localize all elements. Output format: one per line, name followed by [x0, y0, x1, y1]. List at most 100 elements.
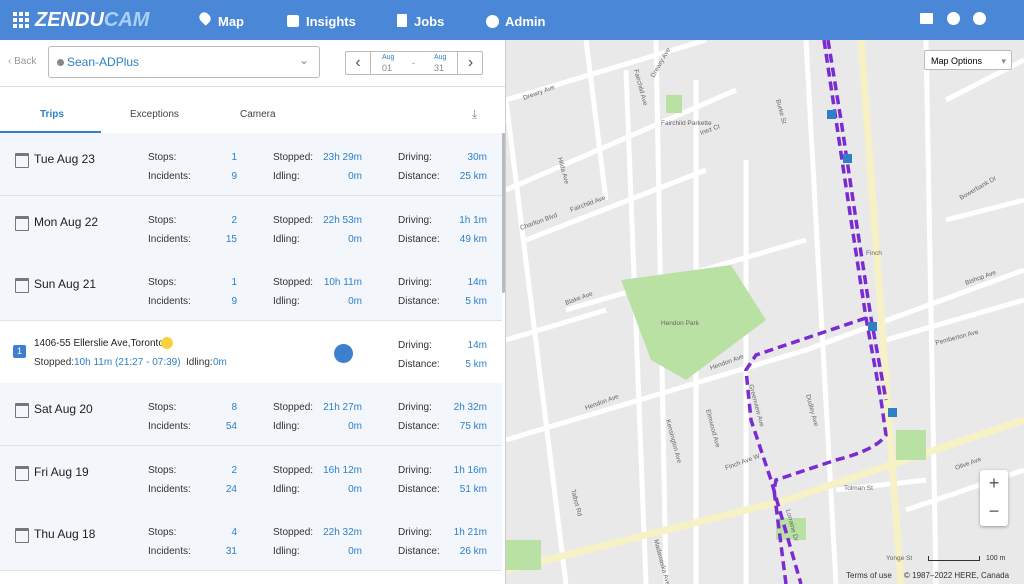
map-label: Finch	[866, 250, 882, 257]
scrollbar	[502, 133, 505, 293]
map-icon	[197, 10, 213, 26]
field-label: Stopped:	[34, 356, 75, 368]
from-month: Aug	[382, 54, 395, 61]
field-value: 14m	[467, 339, 487, 351]
date-range[interactable]: ‹ Aug 01 - Aug 31 ›	[345, 51, 483, 75]
tab[interactable]: Exceptions	[130, 109, 179, 120]
user-icon[interactable]	[973, 12, 986, 25]
field-label: Stops:	[148, 152, 177, 163]
field-value: 0m	[348, 233, 362, 245]
trip-row[interactable]: Fri Aug 19 Stops: 2 Incidents: 24 Stopped: 16h…	[0, 445, 502, 509]
field-label: Idling:	[273, 296, 300, 307]
calendar-icon	[15, 403, 29, 418]
map-label: Tolman St	[844, 485, 873, 492]
nav-item[interactable]: Map	[218, 14, 244, 29]
logo-main: ZENDU	[35, 9, 104, 31]
trip-date: Fri Aug 19	[34, 464, 89, 479]
field-label: Distance:	[398, 296, 440, 307]
stop-markers	[827, 110, 897, 417]
logo: ZENDUCAM	[35, 9, 149, 32]
field-label: Incidents:	[148, 233, 191, 245]
zoom-in[interactable]: +	[988, 473, 1000, 493]
nav-item[interactable]: Insights	[306, 14, 356, 29]
prev-button[interactable]: ‹	[346, 52, 371, 74]
calendar-icon	[15, 215, 29, 231]
field-label: Stops:	[148, 214, 177, 226]
field-label: Stops:	[148, 402, 177, 413]
field-value: 1h 1m	[459, 214, 487, 226]
field-value: 1h 16m	[453, 464, 487, 476]
field-label: Distance:	[398, 358, 440, 370]
field-value: 1	[231, 277, 237, 288]
status-dot	[57, 59, 64, 66]
field-value: 5 km	[465, 296, 487, 307]
dropdown-caret: ⌄	[299, 53, 310, 67]
field-value: 0m	[213, 356, 227, 368]
trip-row[interactable]: Sat Aug 20 Stops: 8 Incidents: 54 Stopped: 21h…	[0, 383, 502, 446]
field-label: Driving:	[398, 464, 432, 476]
field-label: Stopped:	[273, 152, 314, 163]
field-label: Driving:	[398, 402, 432, 413]
logo-accent: CAM	[103, 9, 150, 31]
stop-row[interactable]: 1 1406-55 Ellerslie Ave,Toronto Stopped: 10…	[0, 320, 502, 384]
trip-row[interactable]: Tue Aug 23 Stops: 1 Incidents: 9 Stopped: 23h …	[0, 133, 502, 196]
field-label: Incidents:	[148, 546, 191, 557]
stop-index: 1	[13, 344, 26, 358]
field-value: 4	[231, 527, 237, 538]
help-icon[interactable]	[947, 12, 960, 25]
trip-date: Sat Aug 20	[34, 402, 93, 416]
field-label: Stopped:	[273, 527, 314, 538]
field-label: Distance:	[398, 546, 440, 557]
to-month: Aug	[434, 54, 447, 61]
field-label: Distance:	[398, 233, 440, 245]
field-value: 25 km	[459, 171, 487, 182]
scale-bar	[928, 556, 980, 561]
nav-item[interactable]: Admin	[505, 14, 546, 29]
map-options[interactable]: Map Options ▾	[924, 50, 1012, 70]
field-value: 5 km	[465, 358, 487, 370]
nav-item[interactable]: Jobs	[414, 14, 445, 29]
field-label: Stopped:	[273, 464, 314, 476]
chat-icon[interactable]	[920, 13, 933, 24]
scale-label: 100 m	[986, 555, 1006, 562]
back-button[interactable]: ‹ Back	[8, 56, 37, 67]
trip-row[interactable]: Thu Aug 18 Stops: 4 Incidents: 31 Stopped: 22h…	[0, 508, 502, 571]
field-label: Driving:	[398, 527, 432, 538]
park	[506, 540, 541, 570]
field-label: Driving:	[398, 339, 432, 351]
field-label: Incidents:	[148, 296, 191, 307]
trip-row[interactable]: Mon Aug 22 Stops: 2 Incidents: 15 Stopped: 22h…	[0, 195, 502, 259]
stop-address: 1406-55 Ellerslie Ave,Toronto	[34, 337, 164, 349]
apps-icon[interactable]	[13, 12, 29, 28]
field-label: Stops:	[148, 277, 177, 288]
zoom-out[interactable]: −	[988, 501, 1000, 521]
trip-list: Tue Aug 23 Stops: 1 Incidents: 9 Stopped: 23h …	[0, 133, 505, 584]
terms-link[interactable]: Terms of use	[846, 571, 892, 580]
field-label: Idling:	[273, 421, 300, 432]
trip-date: Sun Aug 21	[34, 277, 97, 291]
insights-icon	[287, 15, 299, 27]
next-button[interactable]: ›	[457, 52, 483, 74]
tab[interactable]: Trips	[40, 109, 64, 120]
trip-row[interactable]: Sun Aug 21 Stops: 1 Incidents: 9 Stopped: 10h …	[0, 258, 502, 321]
field-value: 30m	[467, 152, 487, 163]
field-label: Stopped:	[273, 214, 314, 226]
trip-date: Mon Aug 22	[34, 214, 99, 229]
play-button[interactable]	[334, 343, 353, 363]
vehicle-select[interactable]: Sean-ADPlus ⌄	[48, 46, 320, 78]
map-options-label: Map Options	[931, 56, 983, 66]
field-value: 26 km	[459, 546, 487, 557]
map-label: Hendon Park	[661, 320, 700, 327]
vehicle-name: Sean-ADPlus	[67, 55, 140, 69]
field-label: Distance:	[398, 483, 440, 495]
map-label: Yonge St	[886, 555, 912, 562]
yonge-st	[857, 40, 905, 584]
to-day: 31	[434, 63, 445, 73]
field-label: Idling:	[273, 546, 300, 557]
download-icon[interactable]: ⤓	[472, 107, 478, 121]
field-value: 1h 21m	[453, 527, 487, 538]
tab[interactable]: Camera	[240, 109, 276, 120]
field-value: 31	[225, 546, 237, 557]
